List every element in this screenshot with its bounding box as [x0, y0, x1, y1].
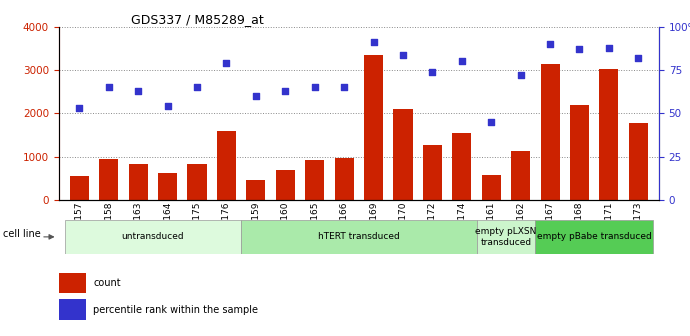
- Bar: [188, 164, 206, 200]
- Point: [515, 73, 526, 78]
- Text: hTERT transduced: hTERT transduced: [318, 233, 400, 241]
- Bar: [99, 159, 118, 200]
- Bar: [511, 151, 530, 200]
- Text: cell line: cell line: [3, 228, 41, 239]
- Bar: [629, 123, 648, 200]
- Point: [104, 85, 115, 90]
- Text: empty pLXSN
transduced: empty pLXSN transduced: [475, 227, 537, 247]
- Point: [250, 93, 262, 99]
- Bar: [128, 164, 148, 200]
- Point: [221, 60, 232, 66]
- Bar: [482, 175, 501, 200]
- Point: [397, 52, 408, 57]
- Text: untransduced: untransduced: [121, 233, 184, 241]
- Text: GDS337 / M85289_at: GDS337 / M85289_at: [130, 13, 264, 26]
- Bar: [276, 170, 295, 200]
- Point: [603, 45, 615, 50]
- Point: [486, 119, 497, 125]
- Point: [279, 88, 290, 94]
- Bar: [364, 55, 383, 200]
- Point: [74, 106, 85, 111]
- Bar: [393, 109, 413, 200]
- Bar: [477, 220, 535, 254]
- Bar: [600, 69, 618, 200]
- Point: [368, 40, 379, 45]
- Point: [191, 85, 202, 90]
- Bar: [535, 220, 653, 254]
- Bar: [241, 220, 477, 254]
- Point: [456, 59, 467, 64]
- Bar: [305, 160, 324, 200]
- Bar: [452, 133, 471, 200]
- Point: [574, 47, 585, 52]
- Bar: [65, 220, 241, 254]
- Point: [339, 85, 350, 90]
- Point: [427, 69, 438, 75]
- Point: [633, 55, 644, 61]
- Bar: [158, 173, 177, 200]
- Point: [132, 88, 144, 94]
- Text: percentile rank within the sample: percentile rank within the sample: [93, 305, 258, 314]
- Bar: [59, 272, 86, 293]
- Text: count: count: [93, 278, 121, 288]
- Bar: [246, 180, 266, 200]
- Bar: [335, 158, 354, 200]
- Bar: [540, 64, 560, 200]
- Bar: [59, 299, 86, 320]
- Point: [544, 41, 555, 47]
- Bar: [70, 176, 89, 200]
- Point: [162, 104, 173, 109]
- Text: empty pBabe transduced: empty pBabe transduced: [537, 233, 651, 241]
- Bar: [217, 131, 236, 200]
- Bar: [570, 105, 589, 200]
- Bar: [423, 144, 442, 200]
- Point: [309, 85, 320, 90]
